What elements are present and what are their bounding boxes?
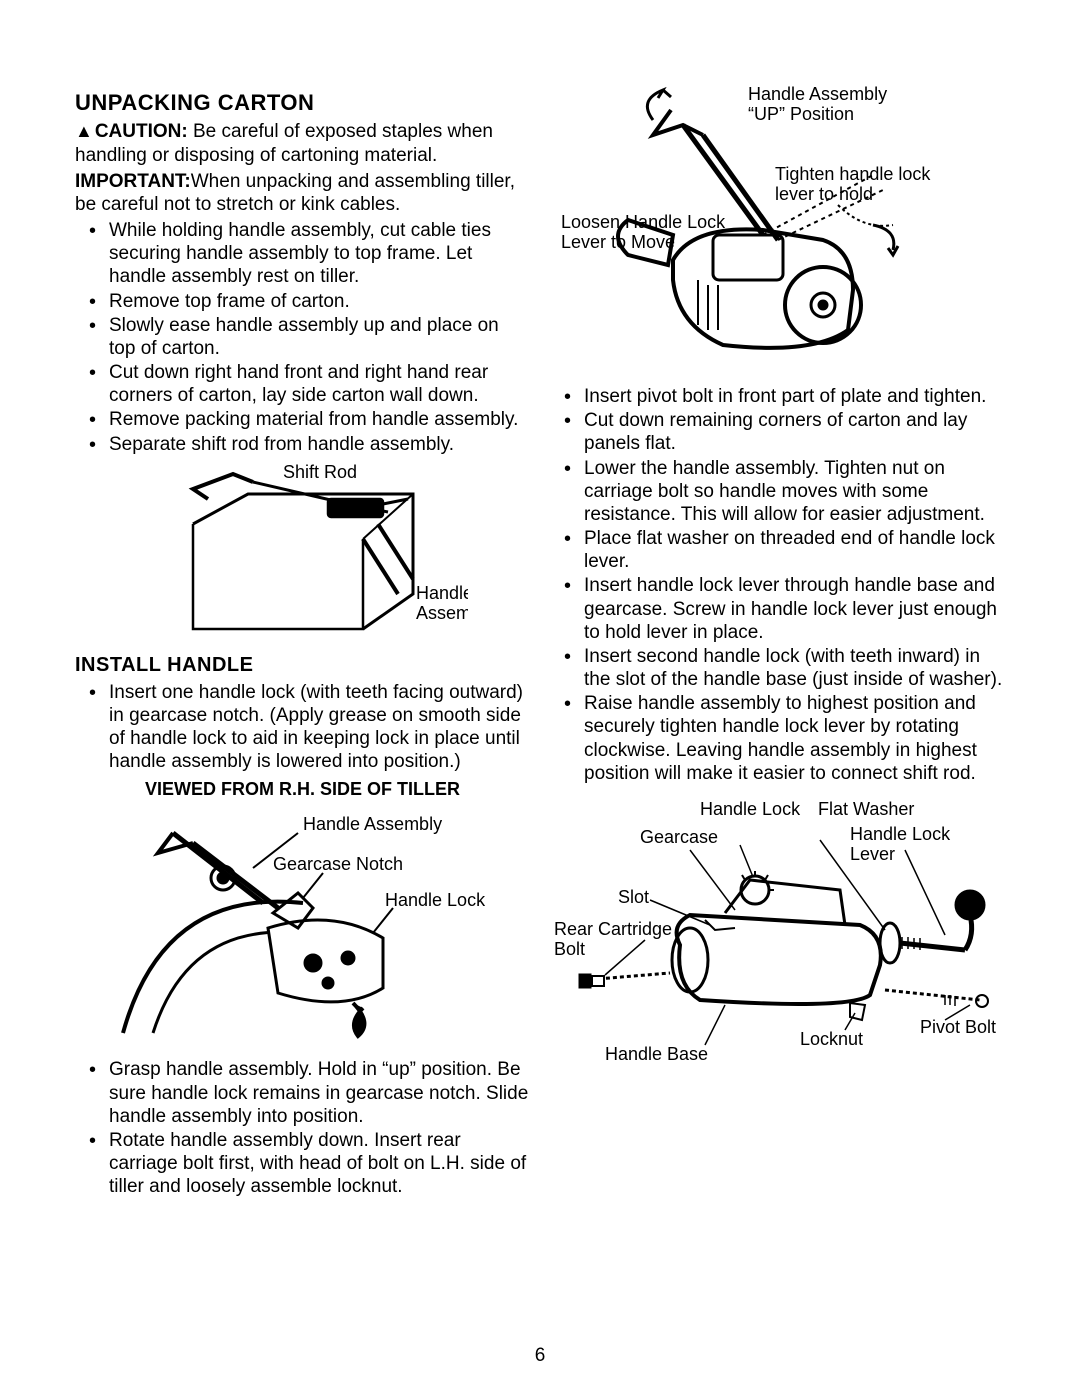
list-item: Raise handle assembly to highest positio… — [568, 692, 1005, 785]
warning-icon: ▲ — [75, 120, 93, 143]
list-item: Insert second handle lock (with teeth in… — [568, 645, 1005, 691]
install-list-2: Grasp handle assembly. Hold in “up” posi… — [75, 1058, 530, 1198]
unpacking-list: While holding handle assembly, cut cable… — [75, 219, 530, 456]
fig3-label-tighten: Tighten handle locklever to hold — [775, 164, 931, 204]
fig4-label-handle-base: Handle Base — [605, 1044, 708, 1064]
list-item: Cut down remaining corners of carton and… — [568, 409, 1005, 455]
caution-label: CAUTION: — [95, 121, 188, 142]
fig4-label-pivot-bolt: Pivot Bolt — [920, 1017, 996, 1037]
figure-tiller-up: Handle Assembly“UP” Position Tighten han… — [550, 80, 1005, 375]
list-item: Separate shift rod from handle assembly. — [93, 433, 530, 456]
list-item: Insert handle lock lever through handle … — [568, 574, 1005, 644]
fig4-label-handle-lock: Handle Lock — [700, 799, 801, 819]
left-column: UNPACKING CARTON ▲CAUTION: Be careful of… — [75, 90, 530, 1199]
list-item: Place flat washer on threaded end of han… — [568, 527, 1005, 573]
fig3-label-handle-up: Handle Assembly“UP” Position — [748, 84, 887, 124]
fig4-label-rear-bolt: Rear CartridgeBolt — [554, 919, 672, 959]
fig2-label-handle-assembly: Handle Assembly — [303, 814, 442, 834]
fig2-label-gearcase-notch: Gearcase Notch — [273, 854, 403, 874]
fig4-label-gearcase: Gearcase — [640, 827, 718, 847]
list-item: Rotate handle assembly down. Insert rear… — [93, 1129, 530, 1199]
heading-install-handle: INSTALL HANDLE — [75, 654, 530, 677]
list-item: While holding handle assembly, cut cable… — [93, 219, 530, 289]
figure-shift-rod: Shift Rod HandleAssembly — [75, 464, 530, 644]
right-column: Handle Assembly“UP” Position Tighten han… — [550, 90, 1005, 1199]
list-item: Grasp handle assembly. Hold in “up” posi… — [93, 1058, 530, 1128]
list-item: Remove top frame of carton. — [93, 290, 530, 313]
install-list-1: Insert one handle lock (with teeth facin… — [75, 681, 530, 774]
list-item: Remove packing material from handle asse… — [93, 408, 530, 431]
list-item: Cut down right hand front and right hand… — [93, 361, 530, 407]
fig2-label-handle-lock: Handle Lock — [385, 890, 486, 910]
page-number: 6 — [535, 1345, 546, 1367]
figure-rh-side: Handle Assembly Gearcase Notch Handle Lo… — [75, 808, 530, 1048]
fig4-label-locknut: Locknut — [800, 1029, 863, 1049]
list-item: Insert pivot bolt in front part of plate… — [568, 385, 1005, 408]
list-item: Insert one handle lock (with teeth facin… — [93, 681, 530, 774]
important-paragraph: IMPORTANT:When unpacking and assembling … — [75, 170, 530, 218]
fig4-label-flat-washer: Flat Washer — [818, 799, 914, 819]
fig1-label-handle-assembly: HandleAssembly — [416, 583, 468, 623]
figure-handle-base: Handle Lock Flat Washer Gearcase Handle … — [550, 795, 1005, 1070]
figure-caption: VIEWED FROM R.H. SIDE OF TILLER — [75, 779, 530, 800]
fig4-label-lock-lever: Handle LockLever — [850, 824, 951, 864]
list-item: Lower the handle assembly. Tighten nut o… — [568, 457, 1005, 527]
fig4-label-slot: Slot — [618, 887, 649, 907]
caution-paragraph: ▲CAUTION: Be careful of exposed staples … — [75, 120, 530, 168]
fig1-label-shift-rod: Shift Rod — [283, 464, 357, 482]
list-item: Slowly ease handle assembly up and place… — [93, 314, 530, 360]
important-label: IMPORTANT: — [75, 171, 191, 192]
heading-unpacking: UNPACKING CARTON — [75, 90, 530, 116]
right-list: Insert pivot bolt in front part of plate… — [550, 385, 1005, 785]
